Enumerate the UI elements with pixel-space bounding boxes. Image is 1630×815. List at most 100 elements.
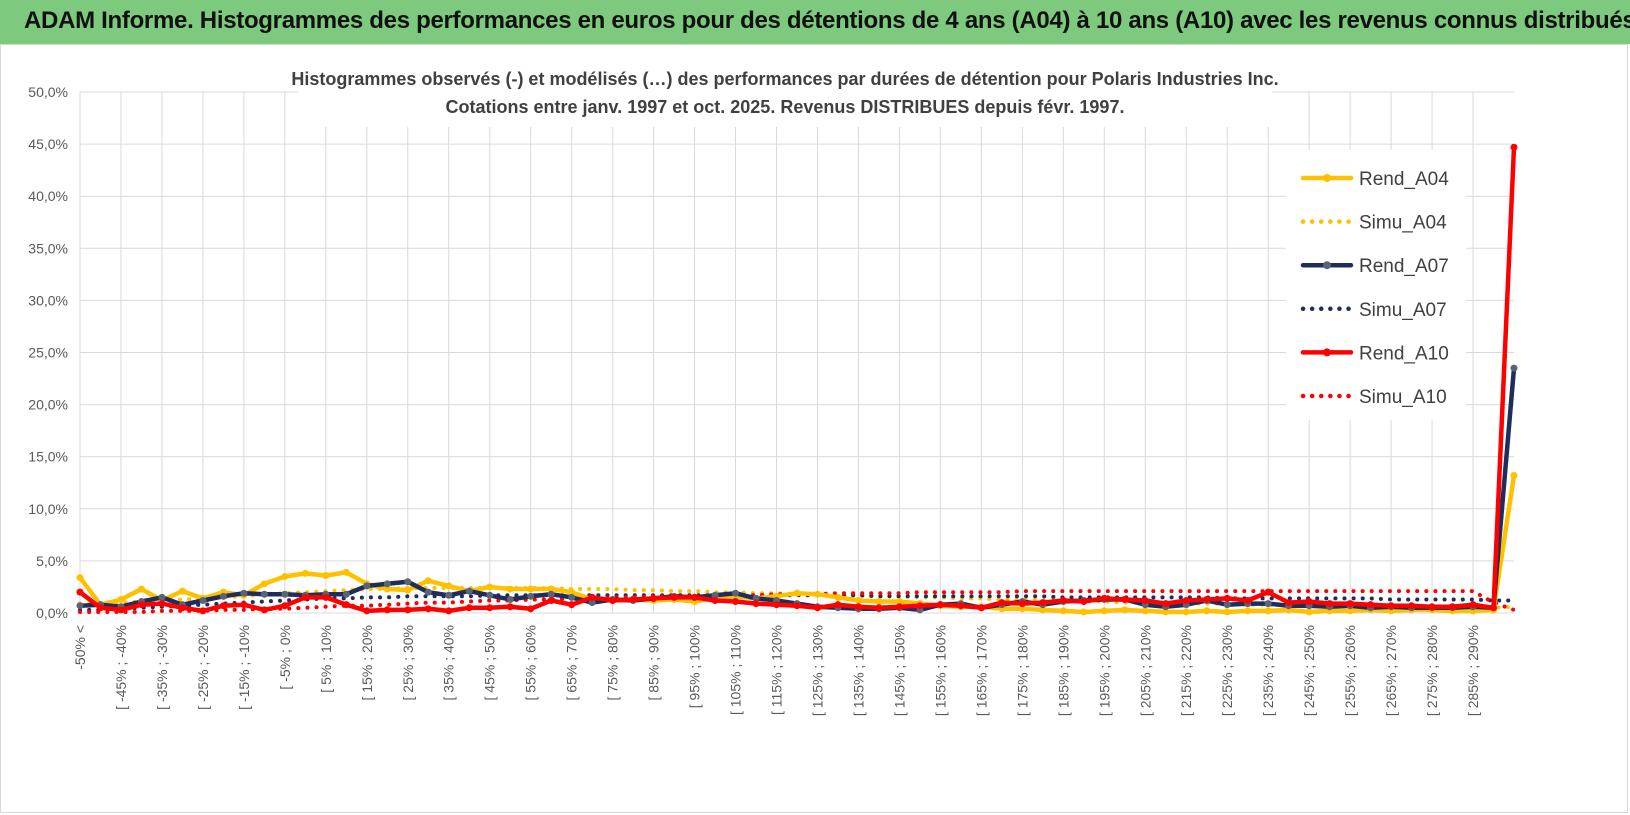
data-point [1510,364,1518,372]
data-point [424,588,432,596]
data-point [977,604,985,612]
data-point [773,601,781,609]
x-tick-label: [ 275% ; 280% [1424,625,1440,716]
legend-label: Rend_A10 [1359,343,1449,364]
x-tick-label: [ 75% ; 80% [605,625,621,701]
data-point [629,595,637,603]
data-point [547,590,555,598]
x-tick-label: [ 285% ; 290% [1465,625,1481,716]
data-point [957,602,965,610]
data-point [465,604,473,612]
y-tick-label: 45,0% [28,136,68,152]
x-tick-label: [ 165% ; 170% [973,625,989,716]
x-tick-label: [ 205% ; 210% [1137,625,1153,716]
data-point [363,582,371,590]
x-tick-label: [ 25% ; 30% [400,625,416,701]
data-point [219,602,227,610]
x-tick-label: [ -15% ; -10% [236,625,252,710]
x-tick-label: [ 185% ; 190% [1055,625,1071,716]
data-point [1162,608,1170,616]
legend: Rend_A04 Simu_A04 Rend_A07 Simu_A07 Rend_A10… [1286,150,1466,420]
y-tick-label: 40,0% [28,188,68,204]
data-point [1510,471,1518,479]
legend-marker [1323,174,1331,182]
data-point [219,592,227,600]
x-tick-label: [ 95% ; 100% [687,625,703,708]
y-tick-label: 0,0% [36,605,68,621]
x-tick-label: [ 235% ; 240% [1260,625,1276,716]
data-point [260,606,268,614]
data-point [568,593,576,601]
data-point [670,593,678,601]
data-point [240,589,248,597]
data-point [363,607,371,615]
data-point [588,599,596,607]
data-point [1039,606,1047,614]
x-tick-label: [ 65% ; 70% [564,625,580,701]
x-tick-label: [ -5% ; 0% [277,625,293,690]
data-point [711,591,719,599]
data-point [445,582,453,590]
data-point [260,590,268,598]
x-tick-label: [ 245% ; 250% [1301,625,1317,716]
data-point [486,583,494,591]
x-tick-label: [ -35% ; -30% [154,625,170,710]
data-point [875,598,883,606]
data-point [1100,607,1108,615]
data-point [1162,600,1170,608]
x-tick-label: [ -45% ; -40% [113,625,129,710]
data-point [711,596,719,604]
y-axis-ticks: 0,0% 5,0% 10,0% 15,0% 20,0% 25,0% 30,0% 35,0% 40… [28,84,68,621]
legend-background [1286,150,1466,420]
data-point [1244,607,1252,615]
data-point [1264,600,1272,608]
data-point [834,593,842,601]
x-tick-label: [ 145% ; 150% [891,625,907,716]
data-point [916,602,924,610]
data-point [506,595,514,603]
data-point [1305,608,1313,616]
data-point [117,606,125,614]
data-point [1223,601,1231,609]
data-point [547,596,555,604]
data-point [137,601,145,609]
data-point [1346,600,1354,608]
data-point [1244,596,1252,604]
data-point [178,587,186,595]
data-point [1121,595,1129,603]
x-tick-label: [ 5% ; 10% [318,625,334,693]
x-tick-label: [ 125% ; 130% [809,625,825,716]
data-point [793,589,801,597]
data-point [199,607,207,615]
data-point [76,574,84,582]
x-tick-label: [ 35% ; 40% [441,625,457,701]
data-point [1100,594,1108,602]
y-tick-label: 15,0% [28,449,68,465]
legend-label: Rend_A07 [1359,256,1449,277]
legend-label: Simu_A10 [1359,387,1447,408]
data-point [506,603,514,611]
x-tick-label: [ 85% ; 90% [646,625,662,701]
x-tick-label: [ -25% ; -20% [195,625,211,710]
data-point [1141,607,1149,615]
x-tick-label: [ 45% ; 50% [482,625,498,701]
data-point [609,596,617,604]
y-tick-label: 35,0% [28,240,68,256]
data-point [752,594,760,602]
data-point [281,602,289,610]
y-tick-label: 10,0% [28,501,68,517]
legend-label: Simu_A07 [1359,300,1447,321]
data-point [895,603,903,611]
chart-subtitle: Cotations entre janv. 1997 et oct. 2025.… [446,97,1125,117]
data-point [568,601,576,609]
data-point [1469,601,1477,609]
data-point [650,594,658,602]
data-point [1510,143,1518,151]
data-point [1367,601,1375,609]
data-point [506,585,514,593]
data-point [301,593,309,601]
data-point [117,595,125,603]
x-tick-label: [ 105% ; 110% [728,625,744,715]
title-background [298,61,1272,127]
x-tick-label: [ 195% ; 200% [1096,625,1112,716]
